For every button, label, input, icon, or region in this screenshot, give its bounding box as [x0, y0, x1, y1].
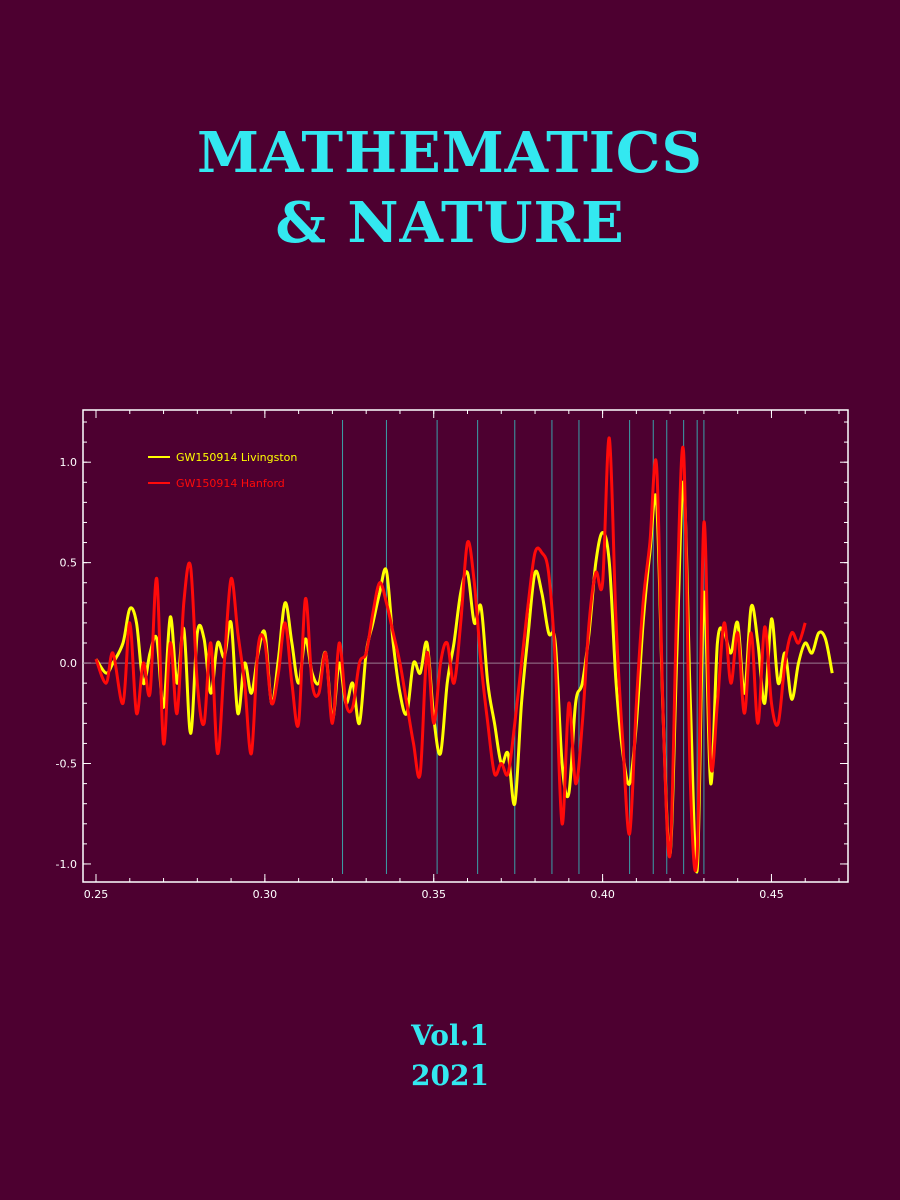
y-tick-label: 0.5	[60, 557, 78, 570]
legend-label: GW150914 Livingston	[176, 451, 297, 464]
x-tick-label: 0.30	[253, 888, 278, 901]
year-label: 2021	[411, 1059, 489, 1092]
cover-footer: Vol.1 2021	[0, 1016, 900, 1096]
cover-title: MATHEMATICS & NATURE	[0, 118, 900, 258]
legend-label: GW150914 Hanford	[176, 477, 285, 490]
x-tick-label: 0.45	[759, 888, 784, 901]
title-line-1: MATHEMATICS	[197, 120, 703, 186]
y-tick-label: 1.0	[60, 456, 78, 469]
title-line-2: & NATURE	[275, 190, 625, 256]
plot-frame	[82, 409, 849, 883]
waveform-chart: 0.25 0.30 0.35 0.40 0.45 -1.0 -0.5 0.0 0.5 1.0 GW…	[56, 409, 849, 901]
x-tick-label: 0.25	[84, 888, 109, 901]
legend: GW150914 Livingston GW150914 Hanford	[148, 451, 297, 490]
y-tick-label: -1.0	[56, 858, 77, 871]
x-tick-label: 0.40	[590, 888, 615, 901]
y-tick-label: 0.0	[60, 657, 78, 670]
volume-label: Vol.1	[411, 1019, 489, 1052]
x-tick-label: 0.35	[421, 888, 446, 901]
y-tick-label: -0.5	[56, 758, 77, 771]
series-lines	[94, 436, 834, 874]
series-line-hanford	[94, 436, 807, 872]
